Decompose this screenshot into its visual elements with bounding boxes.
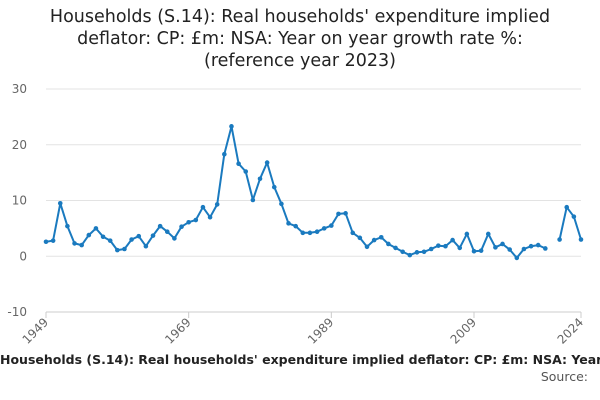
data-point[interactable] <box>329 223 334 228</box>
data-point[interactable] <box>93 226 99 231</box>
data-point[interactable] <box>378 234 384 240</box>
data-point[interactable] <box>307 230 313 236</box>
data-point[interactable] <box>485 231 491 237</box>
data-point[interactable] <box>86 232 92 238</box>
data-point[interactable] <box>364 244 370 250</box>
data-point[interactable] <box>72 241 77 246</box>
data-point[interactable] <box>350 230 356 236</box>
data-point[interactable] <box>571 214 577 219</box>
x-tick-label: 1949 <box>20 315 51 346</box>
data-point[interactable] <box>214 202 220 207</box>
data-point[interactable] <box>122 246 127 252</box>
data-point[interactable] <box>371 237 377 243</box>
data-point[interactable] <box>57 200 63 206</box>
data-point[interactable] <box>207 214 213 220</box>
data-point[interactable] <box>129 237 134 242</box>
data-point[interactable] <box>450 237 455 243</box>
x-tick-label: 1989 <box>305 315 336 346</box>
data-point[interactable] <box>286 221 291 226</box>
data-point[interactable] <box>50 238 56 243</box>
data-point[interactable] <box>535 242 541 248</box>
x-tick-label: 1969 <box>162 315 193 346</box>
y-tick-label: -10 <box>7 305 27 319</box>
data-point[interactable] <box>421 249 427 255</box>
data-point[interactable] <box>264 160 270 165</box>
data-point[interactable] <box>528 243 534 249</box>
data-point[interactable] <box>43 239 49 245</box>
data-point[interactable] <box>157 223 163 229</box>
data-point[interactable] <box>557 237 562 242</box>
data-point[interactable] <box>300 230 306 236</box>
data-point[interactable] <box>193 217 199 223</box>
legend: Households (S.14): Real households' expe… <box>0 352 600 374</box>
x-tick-label: 2024 <box>555 315 586 346</box>
data-point[interactable] <box>79 242 84 248</box>
data-point[interactable] <box>336 211 341 217</box>
data-point[interactable] <box>150 233 156 238</box>
data-point[interactable] <box>400 249 405 255</box>
data-point[interactable] <box>543 246 548 251</box>
y-tick-label: 0 <box>19 249 27 263</box>
data-point[interactable] <box>436 243 441 248</box>
data-point[interactable] <box>578 237 584 242</box>
data-point[interactable] <box>243 169 249 174</box>
data-point[interactable] <box>343 211 348 216</box>
data-point[interactable] <box>136 233 142 239</box>
data-point[interactable] <box>186 219 191 225</box>
y-tick-label: 10 <box>12 194 27 208</box>
y-tick-label: 30 <box>12 82 27 96</box>
data-point[interactable] <box>279 201 284 207</box>
data-point[interactable] <box>564 204 570 210</box>
data-point[interactable] <box>493 245 498 250</box>
series-group <box>43 124 584 261</box>
data-point[interactable] <box>428 246 434 252</box>
data-point[interactable] <box>464 231 470 237</box>
data-point[interactable] <box>443 243 448 249</box>
data-point[interactable] <box>65 223 70 229</box>
data-point[interactable] <box>250 197 256 203</box>
axes: -10 0 10 20 30 1949 1969 1989 2009 2024 <box>7 82 586 347</box>
data-point[interactable] <box>457 245 463 251</box>
x-tick-label: 2009 <box>448 315 479 346</box>
data-point[interactable] <box>321 226 327 231</box>
series-line-segment-2 <box>558 206 582 240</box>
data-point[interactable] <box>172 236 177 241</box>
y-tick-label: 20 <box>12 138 27 152</box>
data-point[interactable] <box>507 247 512 252</box>
data-point[interactable] <box>393 245 398 251</box>
data-point[interactable] <box>386 241 391 247</box>
grid-lines <box>46 88 581 313</box>
data-point[interactable] <box>471 248 477 254</box>
data-point[interactable] <box>314 229 320 235</box>
data-point[interactable] <box>222 151 227 157</box>
chart-title: Households (S.14): Real households' expe… <box>0 6 600 72</box>
data-point[interactable] <box>229 124 234 129</box>
data-point[interactable] <box>500 241 505 247</box>
data-point[interactable] <box>478 248 484 253</box>
data-point[interactable] <box>143 243 149 249</box>
legend-label: Households (S.14): Real households' expe… <box>0 352 600 367</box>
data-point[interactable] <box>107 238 113 243</box>
data-point[interactable] <box>115 247 120 253</box>
series-line-segment-1 <box>45 125 546 259</box>
chart-title-line-1: Households (S.14): Real households' expe… <box>49 7 551 27</box>
data-point[interactable] <box>521 246 527 252</box>
data-point[interactable] <box>257 176 263 182</box>
data-point[interactable] <box>414 250 420 255</box>
data-point[interactable] <box>164 229 170 235</box>
chart-title-line-2: deflator: CP: £m: NSA: Year on year grow… <box>77 29 523 49</box>
data-point[interactable] <box>514 255 520 261</box>
data-point[interactable] <box>100 234 106 240</box>
data-point[interactable] <box>271 184 277 190</box>
chart-title-line-3: (reference year 2023) <box>204 51 396 71</box>
data-point[interactable] <box>407 252 413 258</box>
data-point[interactable] <box>357 235 363 241</box>
data-point[interactable] <box>179 224 184 230</box>
data-point[interactable] <box>293 223 298 229</box>
data-point[interactable] <box>200 204 206 210</box>
source-label: Source: <box>540 369 588 384</box>
data-point[interactable] <box>236 161 241 167</box>
